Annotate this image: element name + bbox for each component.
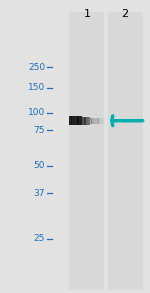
Text: 150: 150 (28, 84, 45, 92)
Bar (100, 118, 101, 124)
Bar (89, 117, 90, 125)
Bar (74, 116, 75, 125)
Text: 2: 2 (121, 9, 128, 19)
Bar (81, 116, 82, 125)
Bar (84, 117, 86, 125)
Bar (69, 116, 70, 125)
Bar (103, 118, 105, 124)
Text: 250: 250 (28, 63, 45, 72)
Bar (71, 116, 73, 125)
Bar (85, 117, 87, 125)
Bar (78, 116, 80, 125)
Bar (77, 116, 79, 125)
Text: 50: 50 (33, 161, 45, 170)
Bar (70, 116, 72, 125)
Text: 75: 75 (33, 126, 45, 135)
Text: 37: 37 (33, 189, 45, 198)
Bar (91, 118, 93, 124)
Bar (88, 117, 89, 125)
Bar (96, 118, 98, 124)
Bar (101, 118, 102, 124)
Bar (83, 117, 85, 125)
Bar (102, 118, 103, 124)
Text: 100: 100 (28, 108, 45, 117)
Bar (108, 12, 143, 290)
Bar (98, 118, 100, 124)
Bar (94, 118, 95, 124)
Bar (73, 116, 74, 125)
Text: 25: 25 (34, 234, 45, 243)
Bar (95, 118, 96, 124)
Bar (82, 117, 83, 125)
Text: 1: 1 (84, 9, 90, 19)
Bar (80, 116, 81, 125)
Bar (90, 118, 92, 124)
Bar (87, 117, 88, 125)
Bar (75, 116, 76, 125)
Bar (97, 118, 99, 124)
Bar (93, 118, 94, 124)
Bar (69, 12, 104, 290)
Bar (76, 116, 78, 125)
